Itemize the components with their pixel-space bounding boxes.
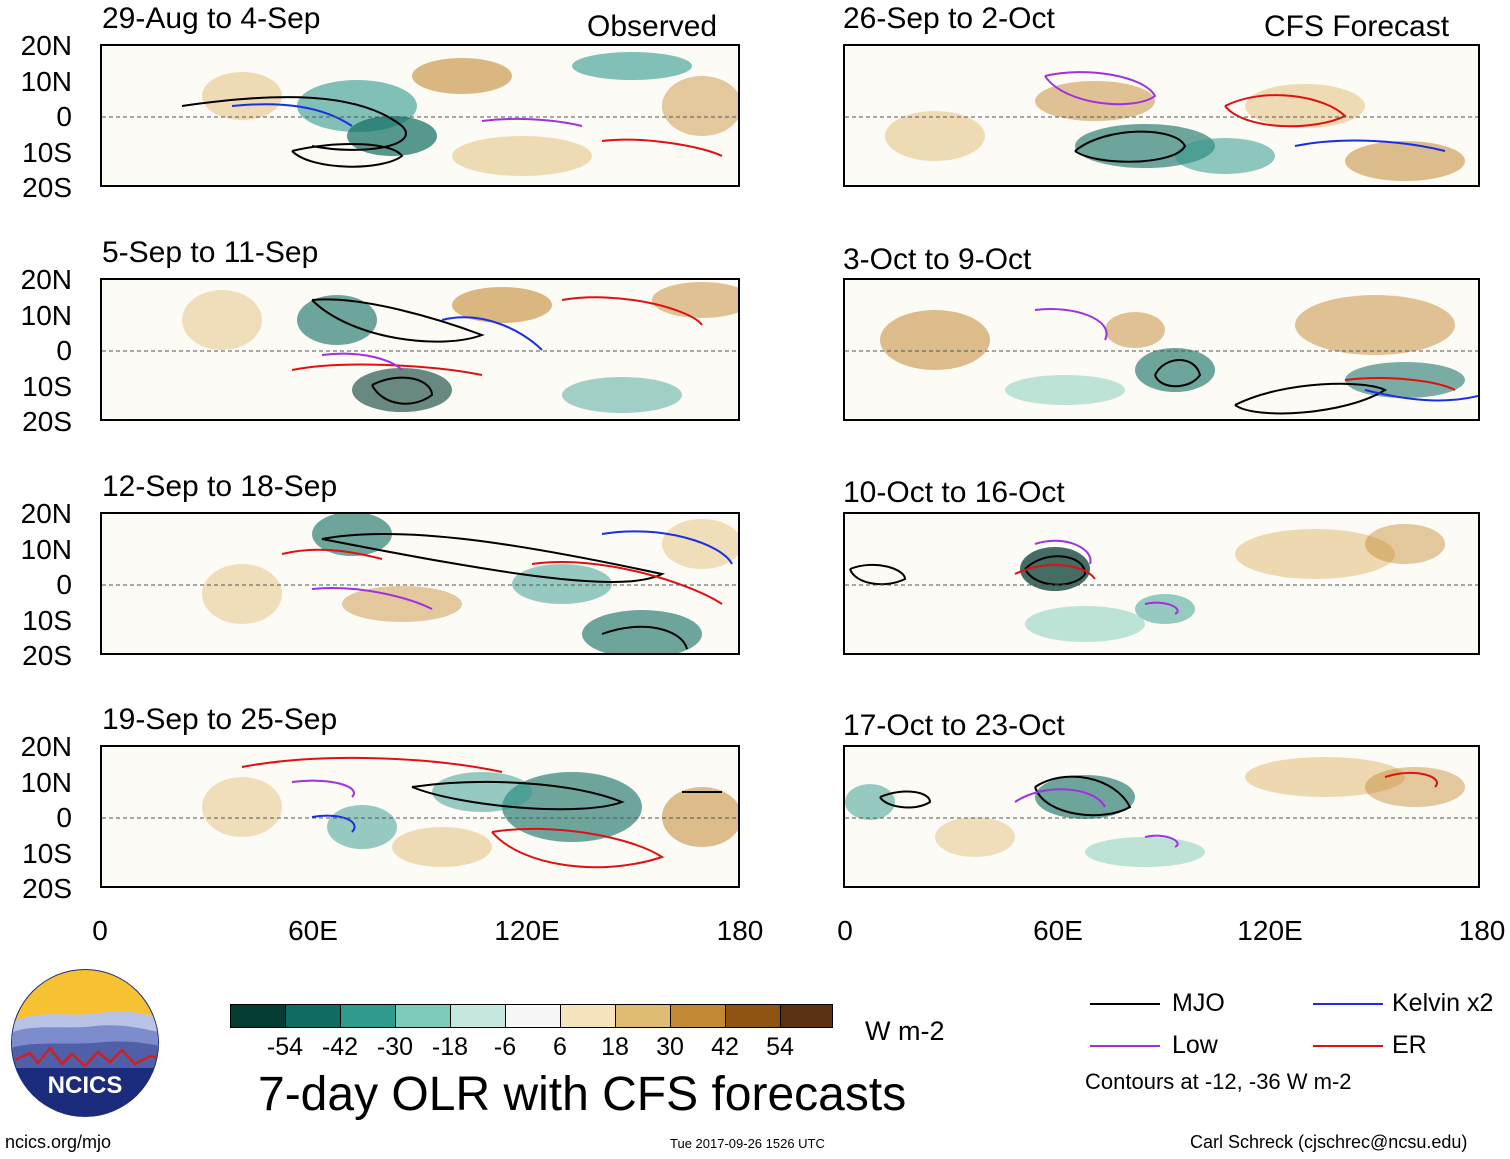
figure-title: 7-day OLR with CFS forecasts	[258, 1068, 907, 1121]
panel-title-fc-1: 26-Sep to 2-Oct	[843, 2, 1055, 35]
lat-label: 0	[56, 569, 72, 600]
colorbar-swatch	[780, 1004, 833, 1028]
panel-title-obs-3: 12-Sep to 18-Sep	[102, 470, 338, 503]
lat-label: 0	[56, 802, 72, 833]
lon-label: 60E	[288, 915, 338, 946]
lat-label: 20S	[22, 640, 72, 671]
lat-label: 10N	[20, 300, 72, 331]
lat-label: 10S	[22, 371, 72, 402]
legend-label-er: ER	[1392, 1031, 1427, 1059]
lat-label: 10N	[20, 767, 72, 798]
colorbar-swatch	[395, 1004, 451, 1028]
map-panel-obs-3	[100, 512, 740, 655]
colorbar-swatch	[340, 1004, 396, 1028]
lat-label: 20S	[22, 873, 72, 904]
colorbar-swatch	[560, 1004, 616, 1028]
colorbar-label: -54	[266, 1033, 304, 1061]
author-credit: Carl Schreck (cjschrec@ncsu.edu)	[1190, 1132, 1468, 1152]
map-panel-obs-2	[100, 278, 740, 421]
colorbar-swatch	[670, 1004, 726, 1028]
map-panel-fc-1	[843, 44, 1480, 187]
map-panel-fc-4	[843, 745, 1480, 888]
lon-label: 120E	[1237, 915, 1303, 946]
colorbar-label: 54	[766, 1033, 794, 1061]
lon-label: 180	[716, 915, 764, 946]
map-panel-fc-2	[843, 278, 1480, 421]
legend-line-mjo	[1090, 1003, 1160, 1005]
contour-note: Contours at -12, -36 W m-2	[1085, 1069, 1352, 1094]
panel-title-obs-1: 29-Aug to 4-Sep	[102, 2, 321, 35]
units-label: W m-2	[865, 1016, 945, 1046]
map-panel-fc-3	[843, 512, 1480, 655]
colorbar-swatch	[285, 1004, 341, 1028]
colorbar-swatch	[450, 1004, 506, 1028]
lon-label: 120E	[494, 915, 560, 946]
map-panel-obs-4	[100, 745, 740, 888]
panel-title-obs-4: 19-Sep to 25-Sep	[102, 703, 338, 736]
panel-title-fc-3: 10-Oct to 16-Oct	[843, 476, 1065, 509]
logo-text: NCICS	[48, 1072, 123, 1099]
legend-label-mjo: MJO	[1172, 989, 1225, 1017]
ncics-logo: NCICS	[10, 968, 160, 1118]
colorbar-swatch	[230, 1004, 286, 1028]
lat-label: 20N	[20, 731, 72, 762]
legend-line-er	[1313, 1045, 1383, 1047]
lat-label: 20S	[22, 172, 72, 203]
lat-label: 0	[56, 101, 72, 132]
lat-label: 20N	[20, 264, 72, 295]
legend-label-low: Low	[1172, 1031, 1218, 1059]
map-panel-obs-1	[100, 44, 740, 187]
lat-label: 20N	[20, 498, 72, 529]
colorbar-label: -42	[321, 1033, 359, 1061]
panel-title-obs-2: 5-Sep to 11-Sep	[102, 236, 319, 269]
colorbar-label: 6	[553, 1033, 567, 1061]
ncics-logo-graphic: NCICS	[11, 969, 159, 1117]
colorbar-swatch	[615, 1004, 671, 1028]
panel-title-fc-4: 17-Oct to 23-Oct	[843, 709, 1065, 742]
observed-label: Observed	[587, 10, 718, 43]
legend-line-low	[1090, 1045, 1160, 1047]
colorbar-label: 42	[711, 1033, 739, 1061]
colorbar-swatch	[725, 1004, 781, 1028]
timestamp: Tue 2017-09-26 1526 UTC	[670, 1136, 825, 1151]
colorbar-swatch	[505, 1004, 561, 1028]
lat-label: 10N	[20, 534, 72, 565]
lat-label: 20S	[22, 406, 72, 437]
colorbar-label: 30	[656, 1033, 684, 1061]
lon-label: 0	[837, 915, 853, 946]
colorbar-label: -18	[431, 1033, 469, 1061]
legend-line-kelvin	[1313, 1003, 1383, 1005]
panel-title-fc-2: 3-Oct to 9-Oct	[843, 243, 1032, 276]
website-link[interactable]: ncics.org/mjo	[5, 1132, 112, 1152]
colorbar-label: 18	[601, 1033, 629, 1061]
lat-label: 10S	[22, 137, 72, 168]
lon-label: 180	[1458, 915, 1506, 946]
lat-label: 10S	[22, 605, 72, 636]
lon-label: 60E	[1033, 915, 1083, 946]
colorbar-label: -30	[376, 1033, 414, 1061]
colorbar-label: -6	[493, 1033, 517, 1061]
lat-label: 10N	[20, 66, 72, 97]
lat-label: 20N	[20, 30, 72, 61]
lat-label: 10S	[22, 838, 72, 869]
lat-label: 0	[56, 335, 72, 366]
lon-label: 0	[92, 915, 108, 946]
legend-label-kelvin: Kelvin x2	[1392, 989, 1494, 1017]
forecast-label: CFS Forecast	[1264, 10, 1450, 43]
